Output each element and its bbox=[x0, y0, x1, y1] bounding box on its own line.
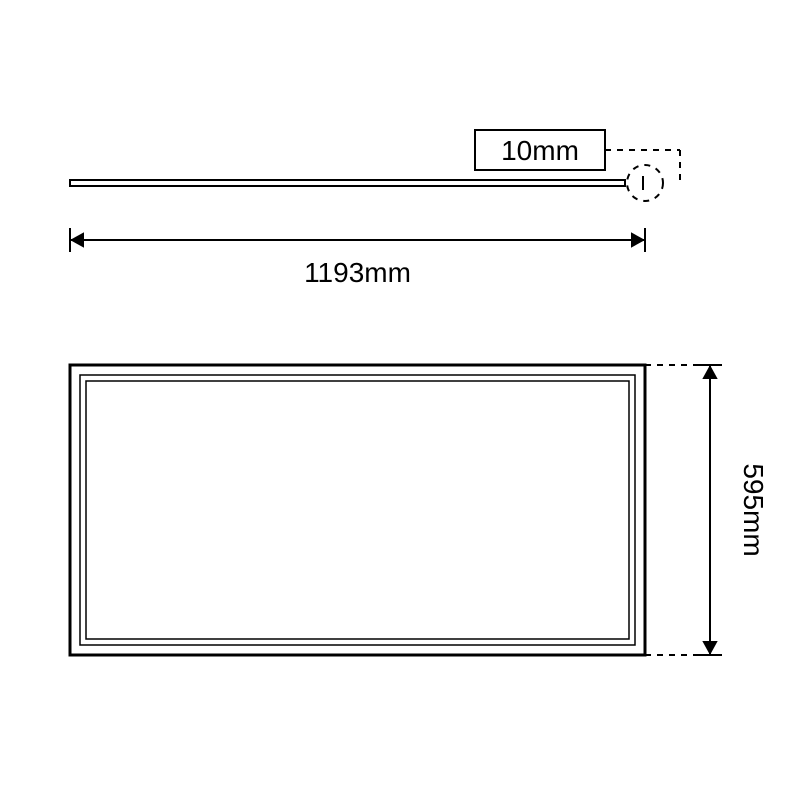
front-view-outer bbox=[70, 365, 645, 655]
front-view-frame-1 bbox=[80, 375, 635, 645]
thickness-label: 10mm bbox=[501, 135, 579, 166]
side-view-bar bbox=[70, 180, 625, 186]
width-label: 1193mm bbox=[304, 257, 411, 288]
detail-circle bbox=[627, 165, 663, 201]
front-view-frame-2 bbox=[86, 381, 629, 639]
dimension-drawing: 10mm 1193mm 595mm bbox=[0, 0, 800, 800]
height-label: 595mm bbox=[738, 463, 769, 556]
